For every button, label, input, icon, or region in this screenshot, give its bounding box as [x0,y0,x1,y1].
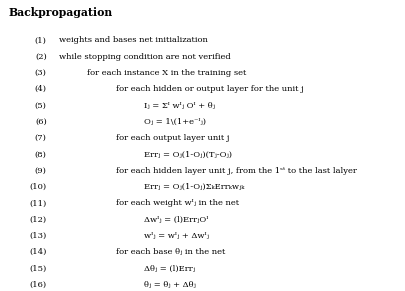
Text: Δθⱼ = (l)Errⱼ: Δθⱼ = (l)Errⱼ [144,265,195,272]
Text: for each base θⱼ in the net: for each base θⱼ in the net [115,248,224,256]
Text: wᴵⱼ = wᴵⱼ + Δwᴵⱼ: wᴵⱼ = wᴵⱼ + Δwᴵⱼ [144,232,209,240]
Text: for each weight wᴵⱼ in the net: for each weight wᴵⱼ in the net [115,199,238,207]
Text: (3): (3) [35,69,47,77]
Text: θⱼ = θⱼ + Δθⱼ: θⱼ = θⱼ + Δθⱼ [144,281,195,289]
Text: while stopping condition are not verified: while stopping condition are not verifie… [59,53,230,61]
Text: for each hidden layer unit j, from the 1ˢᵗ to the last lalyer: for each hidden layer unit j, from the 1… [115,167,356,175]
Text: (13): (13) [30,232,47,240]
Text: Errⱼ = Oⱼ(1-Oⱼ)(Tⱼ-Oⱼ): Errⱼ = Oⱼ(1-Oⱼ)(Tⱼ-Oⱼ) [144,150,232,158]
Text: (1): (1) [35,36,47,44]
Text: for each output layer unit j: for each output layer unit j [115,134,229,142]
Text: (6): (6) [35,118,47,126]
Text: (11): (11) [30,199,47,207]
Text: (16): (16) [30,281,47,289]
Text: (12): (12) [30,216,47,223]
Text: (5): (5) [35,102,47,109]
Text: (14): (14) [29,248,47,256]
Text: Oⱼ = 1\(1+e⁻ᴵⱼ): Oⱼ = 1\(1+e⁻ᴵⱼ) [144,118,206,126]
Text: Errⱼ = Oⱼ(1-Oⱼ)ΣₖErrₖwⱼₖ: Errⱼ = Oⱼ(1-Oⱼ)ΣₖErrₖwⱼₖ [144,183,244,191]
Text: Backpropagation: Backpropagation [8,7,112,18]
Text: Iⱼ = Σᴵ wᴵⱼ Oᴵ + θⱼ: Iⱼ = Σᴵ wᴵⱼ Oᴵ + θⱼ [144,102,215,109]
Text: for each hidden or output layer for the unit j: for each hidden or output layer for the … [115,85,303,93]
Text: (8): (8) [35,150,47,158]
Text: weights and bases net initialization: weights and bases net initialization [59,36,207,44]
Text: (15): (15) [30,265,47,272]
Text: for each instance X in the training set: for each instance X in the training set [87,69,246,77]
Text: (4): (4) [34,85,47,93]
Text: (10): (10) [30,183,47,191]
Text: Δwᴵⱼ = (l)ErrⱼOᴵ: Δwᴵⱼ = (l)ErrⱼOᴵ [144,216,208,223]
Text: (2): (2) [35,53,47,61]
Text: (9): (9) [35,167,47,175]
Text: (7): (7) [35,134,47,142]
